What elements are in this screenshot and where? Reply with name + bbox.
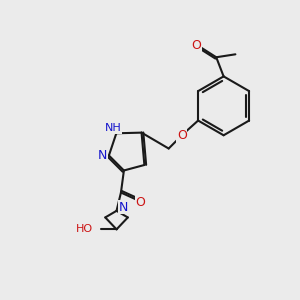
Text: N: N [118,201,128,214]
Text: O: O [192,39,202,52]
Text: O: O [135,196,145,209]
Text: O: O [177,129,187,142]
Text: N: N [98,149,107,162]
Text: HO: HO [76,224,93,234]
Text: NH: NH [104,123,121,133]
